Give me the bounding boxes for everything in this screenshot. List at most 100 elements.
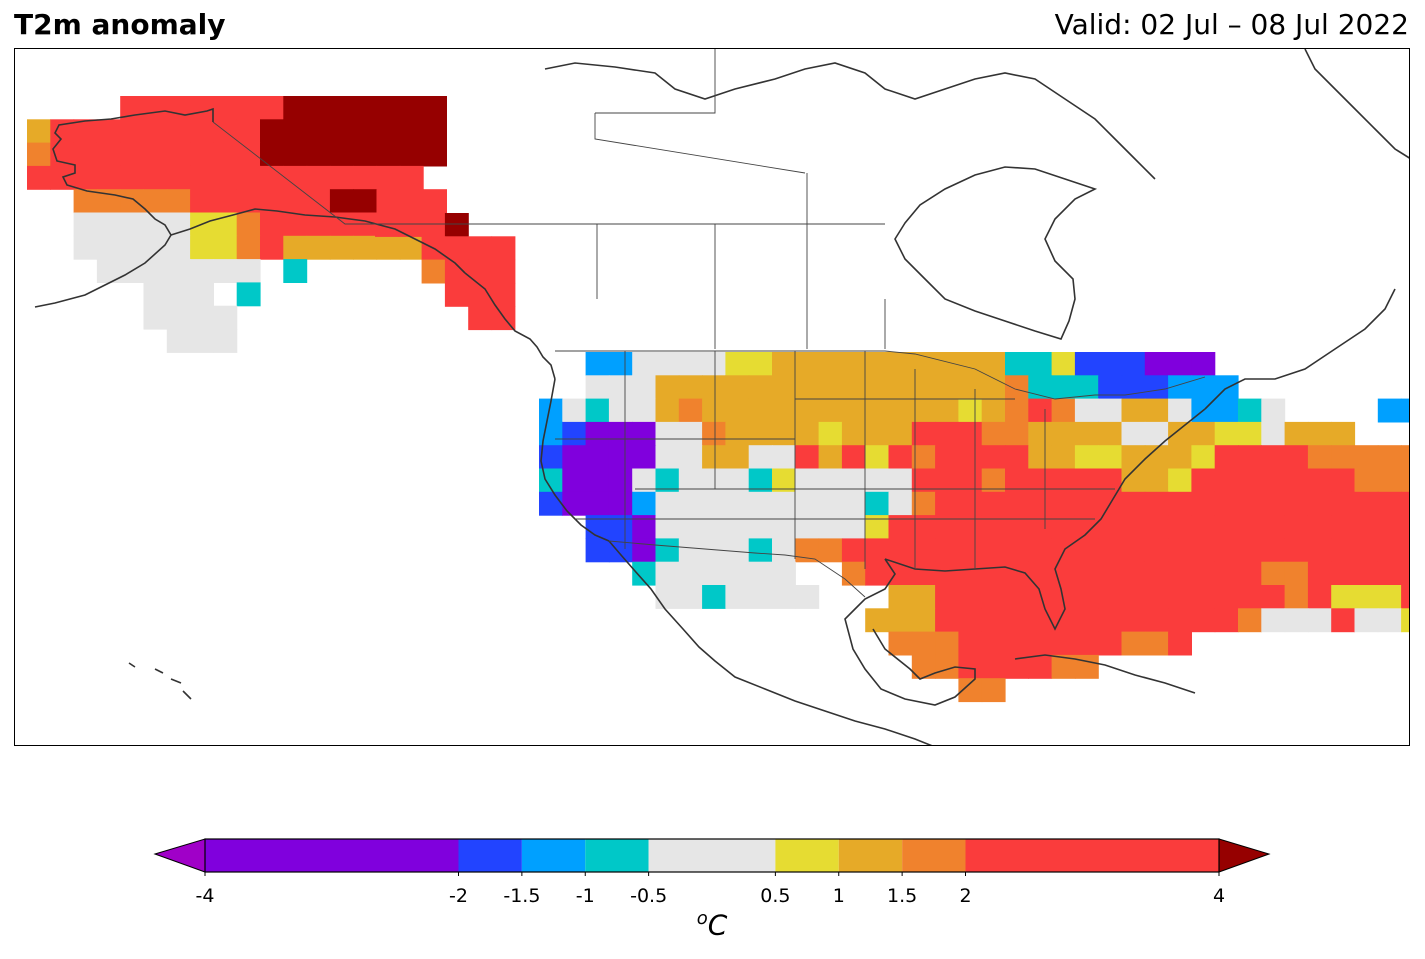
anomaly-cell — [841, 398, 866, 423]
anomaly-cell — [632, 421, 657, 446]
anomaly-cell — [1098, 468, 1123, 493]
political-borders — [212, 49, 1206, 598]
anomaly-cell — [725, 375, 750, 400]
anomaly-cell — [120, 142, 145, 167]
valid-date-range: Valid: 02 Jul – 08 Jul 2022 — [1054, 8, 1409, 41]
anomaly-cell — [166, 142, 191, 167]
anomaly-cell — [678, 352, 703, 376]
anomaly-cell — [190, 189, 214, 214]
anomaly-cell — [795, 445, 820, 470]
anomaly-cell — [1238, 468, 1262, 493]
anomaly-cell — [1098, 375, 1123, 400]
anomaly-cell — [1121, 608, 1146, 633]
anomaly-cell — [353, 235, 378, 260]
anomaly-cell — [888, 491, 913, 516]
anomaly-cell — [1331, 538, 1356, 563]
anomaly-cell — [772, 515, 796, 539]
coastline-gulf-mexico — [844, 558, 976, 706]
anomaly-cell — [1191, 421, 1216, 446]
anomaly-cell — [1331, 608, 1356, 633]
anomaly-cell — [1168, 631, 1192, 656]
anomaly-cell — [632, 375, 657, 400]
anomaly-cell — [1377, 538, 1402, 563]
anomaly-cell — [1238, 491, 1262, 516]
anomaly-cell — [935, 538, 959, 563]
anomaly-cell — [120, 189, 145, 214]
coastline-baja-mexico — [608, 540, 933, 745]
anomaly-cell — [1261, 421, 1286, 446]
anomaly-cell — [1214, 491, 1239, 516]
anomaly-cell — [1214, 515, 1239, 539]
anomaly-cell — [213, 305, 238, 330]
anomaly-cell — [1121, 538, 1146, 563]
anomaly-cell — [678, 468, 703, 493]
anomaly-cell — [444, 282, 469, 307]
anomaly-cell — [260, 212, 284, 237]
anomaly-cell — [329, 189, 354, 214]
anomaly-cell — [1214, 445, 1239, 470]
anomaly-cell — [143, 119, 168, 144]
anomaly-cell — [935, 585, 959, 609]
anomaly-cell — [213, 96, 238, 120]
anomaly-cell — [1377, 445, 1402, 470]
anomaly-cell — [283, 259, 308, 283]
anomaly-cell — [73, 142, 98, 167]
anomaly-cell — [213, 142, 238, 167]
anomaly-cell — [1261, 538, 1286, 563]
anomaly-cell — [213, 259, 238, 283]
anomaly-cell — [120, 212, 145, 237]
anomaly-cell — [1284, 445, 1309, 470]
anomaly-cell — [329, 119, 354, 144]
anomaly-cell — [1074, 515, 1099, 539]
anomaly-cell — [399, 189, 424, 214]
anomaly-cell — [911, 468, 936, 493]
anomaly-cell — [376, 189, 401, 214]
anomaly-cell — [236, 212, 261, 237]
anomaly-cell — [841, 561, 866, 586]
anomaly-cell — [1261, 468, 1286, 493]
anomaly-cell — [1191, 515, 1216, 539]
anomaly-cell — [1401, 398, 1409, 423]
anomaly-cell — [236, 235, 261, 260]
anomaly-cell — [748, 398, 773, 423]
border-canada-provinces — [594, 49, 886, 349]
anomaly-cell — [748, 585, 773, 609]
anomaly-cell — [1261, 561, 1286, 586]
anomaly-cell — [468, 306, 493, 331]
anomaly-cell — [865, 515, 890, 539]
anomaly-cell — [423, 142, 447, 167]
anomaly-cell — [678, 515, 703, 539]
anomaly-cell — [166, 305, 191, 330]
border-us-mexico — [608, 540, 866, 598]
anomaly-cell — [1377, 491, 1402, 516]
map-title: T2m anomaly — [14, 8, 226, 41]
anomaly-cell — [1238, 445, 1262, 470]
colorbar-tick-label: -1.5 — [503, 885, 541, 907]
anomaly-cell — [655, 561, 680, 586]
anomaly-cell — [1214, 468, 1239, 493]
anomaly-cell — [911, 654, 936, 679]
anomaly-cell — [1028, 398, 1053, 423]
anomaly-cell — [1144, 631, 1169, 656]
anomaly-cell — [725, 491, 750, 516]
anomaly-cell — [1051, 375, 1076, 400]
anomaly-cell — [702, 398, 726, 423]
anomaly-cell — [1005, 421, 1029, 446]
anomaly-cell — [1051, 585, 1076, 609]
anomaly-cell — [353, 189, 378, 214]
anomaly-cell — [1168, 421, 1192, 446]
anomaly-cell — [678, 445, 703, 470]
anomaly-cell — [96, 212, 121, 237]
anomaly-cell — [608, 515, 633, 539]
anomaly-cell — [398, 213, 423, 237]
anomaly-cell — [981, 375, 1006, 400]
anomaly-cell — [120, 235, 145, 260]
anomaly-cell — [795, 421, 820, 446]
anomaly-cell — [702, 561, 726, 586]
anomaly-cell — [1401, 468, 1409, 493]
anomaly-cell — [73, 235, 98, 260]
anomaly-cell — [1051, 491, 1076, 516]
anomaly-cell — [1238, 398, 1262, 423]
anomaly-cell — [1144, 421, 1169, 446]
anomaly-cell — [678, 491, 703, 516]
